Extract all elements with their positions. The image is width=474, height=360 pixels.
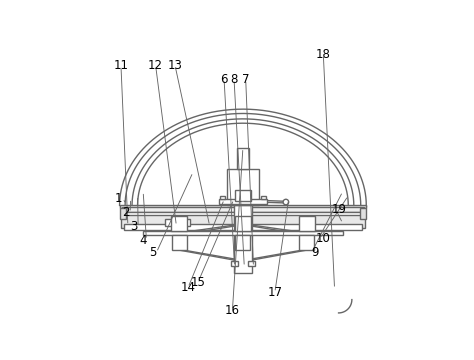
Bar xyxy=(124,224,362,230)
Text: 16: 16 xyxy=(225,304,240,317)
Text: 5: 5 xyxy=(149,246,156,259)
Bar xyxy=(171,216,187,231)
Text: 1: 1 xyxy=(114,192,122,205)
Bar xyxy=(119,205,366,208)
Bar xyxy=(219,199,267,204)
Bar xyxy=(237,148,249,169)
Bar xyxy=(235,190,251,201)
Text: 19: 19 xyxy=(332,203,347,216)
Bar xyxy=(119,208,126,219)
Text: 9: 9 xyxy=(311,246,319,259)
Text: 7: 7 xyxy=(242,73,249,86)
Bar xyxy=(234,205,252,273)
Text: 6: 6 xyxy=(220,73,228,86)
Text: 3: 3 xyxy=(130,220,138,233)
Bar xyxy=(248,261,255,266)
Text: 8: 8 xyxy=(230,73,238,86)
Bar xyxy=(261,197,266,199)
Bar xyxy=(121,215,365,228)
Text: 17: 17 xyxy=(267,286,283,299)
Bar xyxy=(165,220,190,226)
Bar xyxy=(124,218,362,224)
Bar xyxy=(235,216,251,231)
Bar xyxy=(227,169,259,205)
Circle shape xyxy=(283,199,289,205)
Bar xyxy=(122,207,364,212)
Text: 4: 4 xyxy=(139,234,147,247)
Bar xyxy=(299,216,315,231)
Bar xyxy=(231,261,238,266)
Bar xyxy=(122,212,364,219)
Text: 13: 13 xyxy=(168,59,182,72)
Text: 15: 15 xyxy=(191,276,205,289)
Bar xyxy=(172,235,187,250)
Bar xyxy=(236,235,250,250)
Bar xyxy=(360,208,366,219)
Bar xyxy=(220,197,225,199)
Text: 2: 2 xyxy=(122,206,130,219)
Bar xyxy=(143,231,343,235)
Text: 12: 12 xyxy=(148,59,163,72)
Text: 11: 11 xyxy=(113,59,128,72)
Text: 14: 14 xyxy=(181,281,196,294)
Text: 10: 10 xyxy=(316,232,331,245)
Bar xyxy=(299,235,314,250)
Text: 18: 18 xyxy=(316,48,331,61)
